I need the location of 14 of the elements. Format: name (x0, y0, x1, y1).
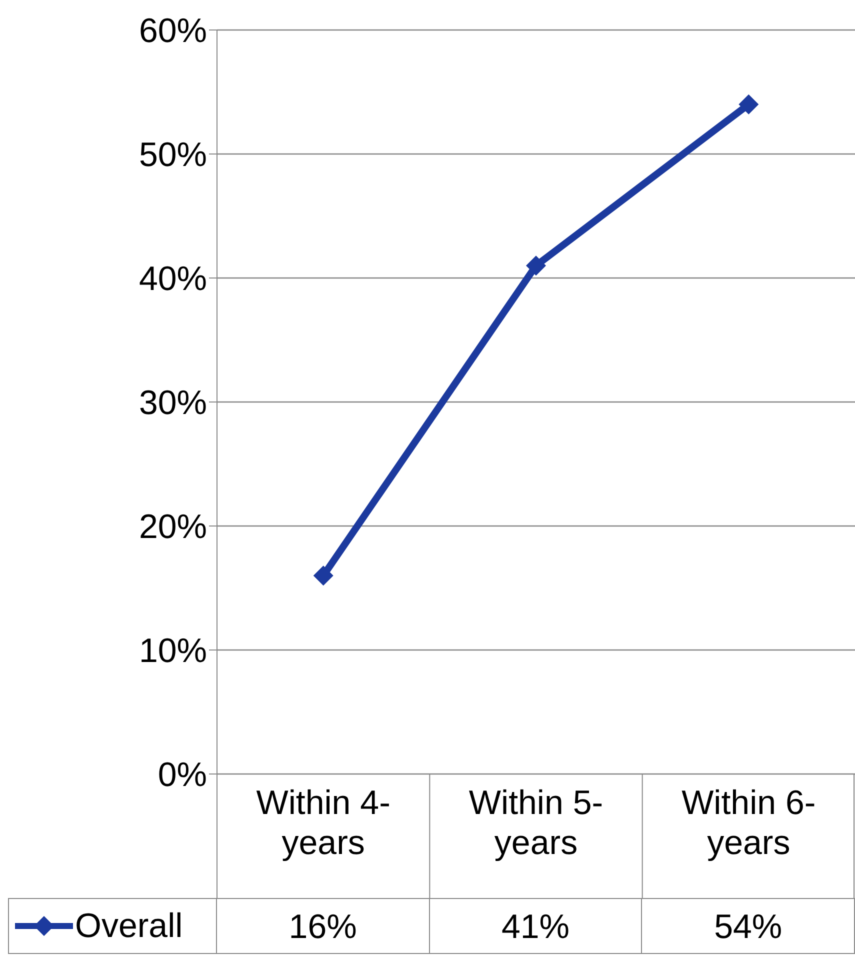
y-tick-label: 40% (138, 260, 207, 298)
legend-label: Overall (75, 906, 183, 946)
y-tick-label: 0% (158, 756, 207, 794)
y-tick-label: 20% (138, 508, 207, 546)
data-label: 16% (217, 899, 430, 953)
x-tick-label: Within 4-years (256, 784, 390, 862)
x-tick-label: Within 6-years (682, 784, 816, 862)
y-tick-label: 10% (138, 632, 207, 670)
x-tick-label: Within 5-years (468, 784, 604, 862)
data-label: 54% (642, 899, 855, 953)
y-tick-label: 30% (138, 384, 207, 422)
data-label: 41% (430, 899, 642, 953)
y-tick-label: 50% (138, 136, 207, 174)
y-tick-label: 60% (138, 12, 207, 50)
